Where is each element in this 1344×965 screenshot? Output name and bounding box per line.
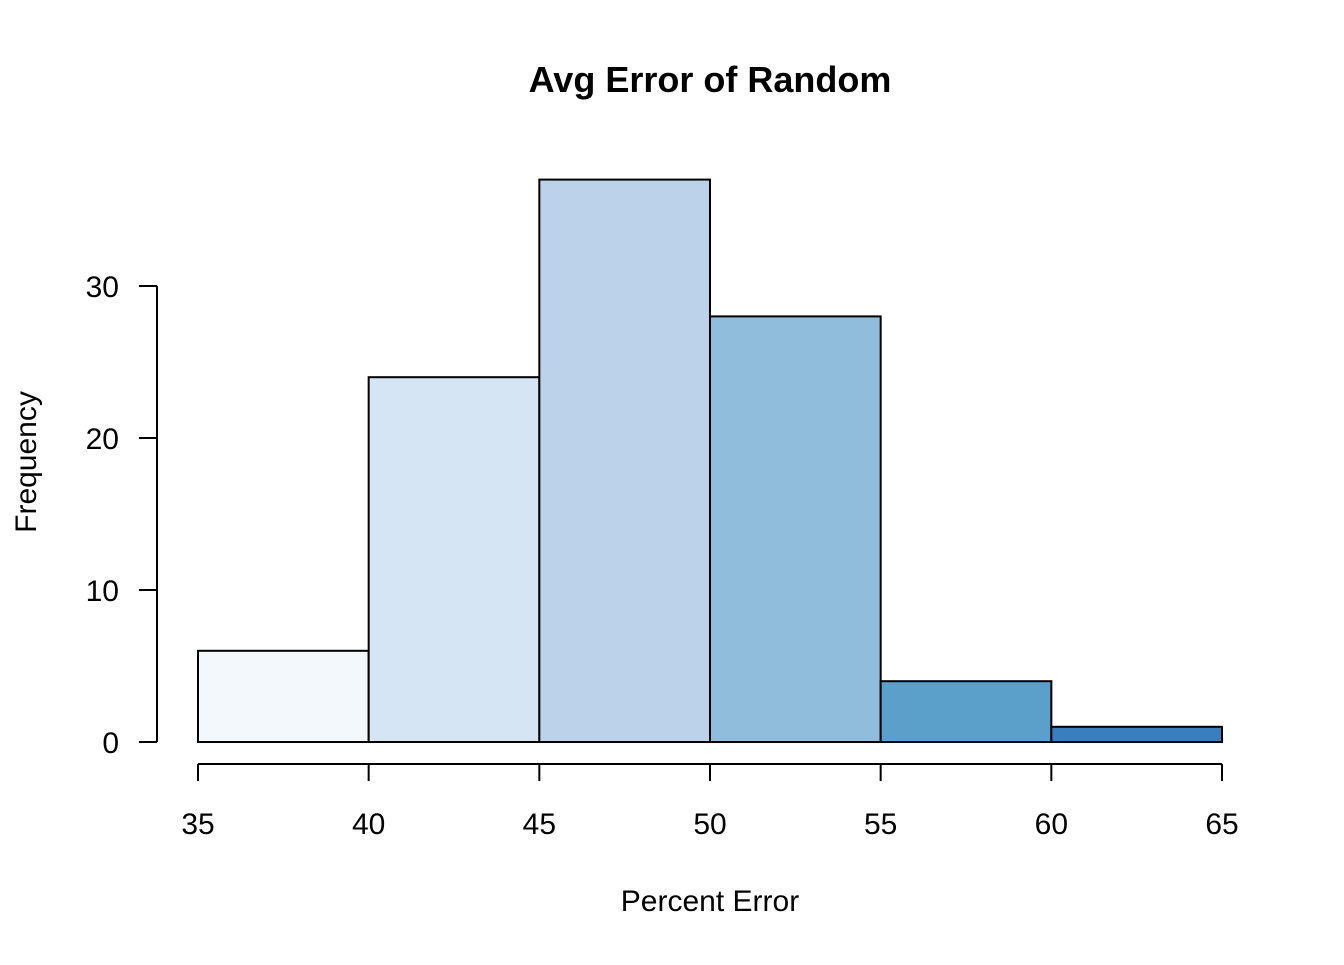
histogram-bar [367, 376, 541, 743]
x-tick-label: 60 [1035, 808, 1068, 841]
x-axis-label: Percent Error [621, 885, 799, 918]
y-tick-label: 10 [86, 575, 119, 608]
histogram-bar [1050, 725, 1224, 743]
x-tick-label: 45 [523, 808, 556, 841]
histogram-bar [709, 315, 882, 743]
bars-group [197, 178, 1224, 744]
histogram-bar [538, 178, 711, 744]
y-tick-label: 20 [86, 423, 119, 456]
histogram-bar [879, 680, 1053, 744]
histogram-bar [197, 649, 370, 743]
y-axis: 0 10 20 30 [86, 271, 158, 760]
x-tick-label: 35 [181, 808, 214, 841]
x-tick-label: 50 [693, 808, 726, 841]
x-tick-label: 40 [352, 808, 385, 841]
chart-title: Avg Error of Random [529, 59, 892, 100]
y-tick-label: 0 [102, 727, 119, 760]
x-tick-label: 65 [1205, 808, 1238, 841]
y-tick-label: 30 [86, 271, 119, 304]
y-axis-label: Frequency [10, 391, 43, 533]
x-tick-label: 55 [864, 808, 897, 841]
x-axis: 35 40 45 50 55 60 65 [181, 763, 1239, 841]
